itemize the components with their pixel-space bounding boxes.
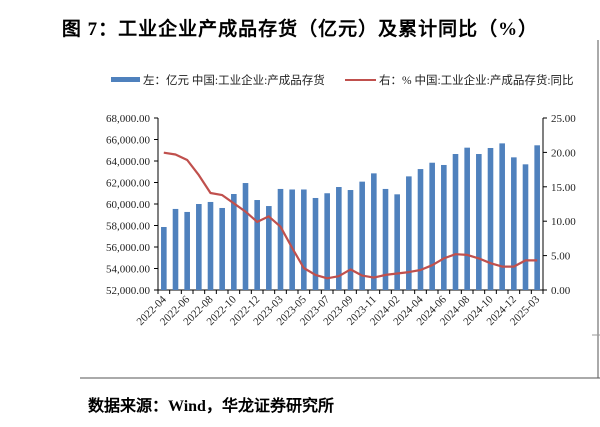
- bar-2023-11: [371, 173, 377, 290]
- bar-2023-02: [266, 206, 272, 290]
- right-tick-label: 0.00: [551, 285, 571, 297]
- bar-2024-06: [441, 164, 447, 290]
- bar-2024-07: [452, 154, 459, 290]
- bar-2023-06: [312, 197, 319, 290]
- left-tick-label: 68,000.00: [106, 113, 151, 125]
- right-tick-label: 20.00: [551, 147, 576, 159]
- bar-2022-11: [242, 183, 249, 290]
- bar-2022-10: [231, 194, 237, 290]
- bar-2023-07: [324, 193, 330, 290]
- bar-2023-04: [289, 189, 295, 290]
- bar-2024-04: [417, 169, 424, 290]
- bar-2023-08: [336, 187, 342, 290]
- bar-2023-03: [277, 188, 284, 290]
- legend-bar-swatch: [111, 77, 140, 82]
- bar-2024-05: [429, 162, 435, 290]
- right-tick-label: 5.00: [551, 251, 571, 263]
- left-tick-label: 64,000.00: [106, 156, 151, 168]
- left-tick-label: 52,000.00: [106, 285, 151, 297]
- left-tick-label: 66,000.00: [106, 135, 151, 147]
- left-tick-label: 56,000.00: [106, 242, 151, 254]
- bar-2022-07: [196, 204, 202, 290]
- left-tick-label: 62,000.00: [106, 178, 151, 190]
- bar-2024-09: [476, 154, 482, 290]
- right-tick-label: 15.00: [551, 182, 576, 194]
- figure-title: 图 7：工业企业产成品存货（亿元）及累计同比（%）: [61, 19, 539, 40]
- bar-2024-03: [406, 176, 412, 290]
- source-note: 数据来源：Wind，华龙证券研究所: [88, 398, 334, 415]
- bar-2022-05: [172, 208, 179, 290]
- bar-2022-06: [184, 211, 190, 290]
- bar-2024-02: [394, 194, 400, 290]
- bar-2025-03: [534, 145, 540, 290]
- left-tick-label: 58,000.00: [106, 221, 151, 233]
- bar-2023-12: [382, 188, 389, 290]
- bar-2024-11: [499, 143, 505, 290]
- left-tick-label: 60,000.00: [106, 199, 151, 211]
- bar-2024-12: [511, 157, 517, 290]
- bar-2024-10: [487, 147, 494, 290]
- bar-2022-09: [219, 207, 225, 290]
- bar-2025-02: [522, 164, 529, 290]
- legend-line-label: 右：% 中国:工业企业:产成品存货:同比: [379, 73, 574, 87]
- bar-2023-09: [347, 190, 354, 290]
- bar-2024-08: [464, 147, 470, 290]
- right-tick-label: 25.00: [551, 113, 576, 125]
- bar-2023-10: [359, 181, 365, 290]
- left-tick-label: 54,000.00: [106, 264, 151, 276]
- right-tick-label: 10.00: [551, 216, 576, 228]
- bar-2022-04: [161, 227, 167, 290]
- legend-bar-label: 左：亿元 中国:工业企业:产成品存货: [143, 73, 325, 87]
- bar-2022-12: [254, 200, 260, 290]
- bar-2022-08: [207, 201, 214, 290]
- bar-2023-05: [301, 189, 307, 290]
